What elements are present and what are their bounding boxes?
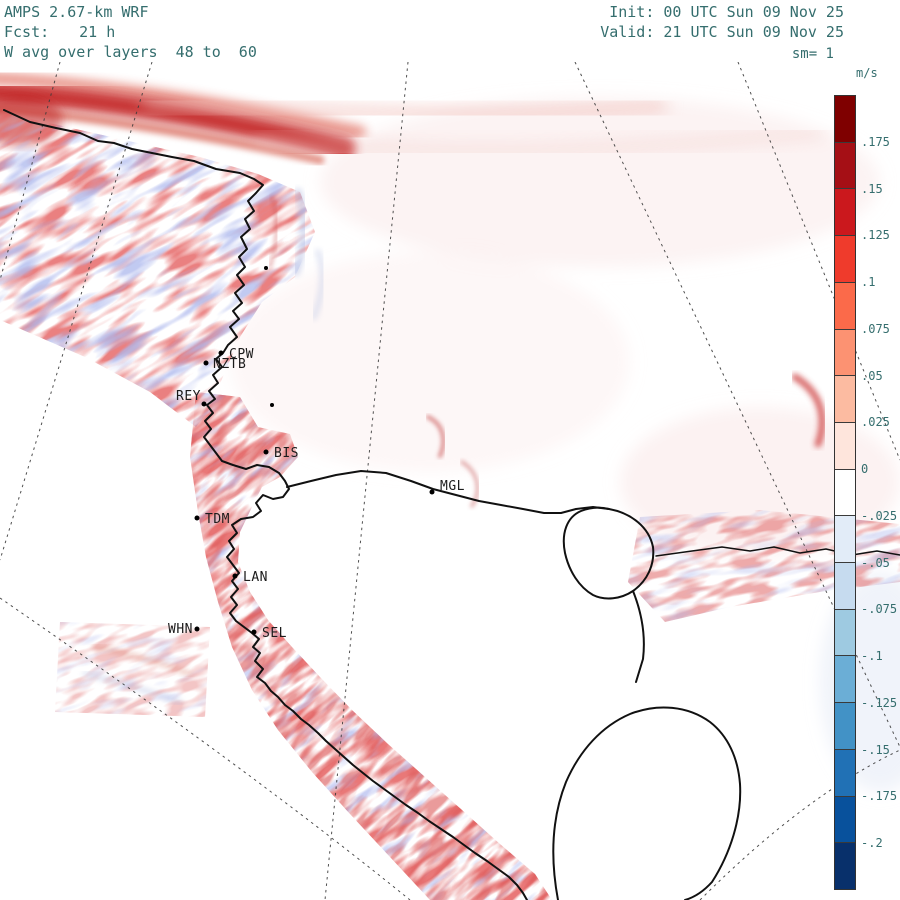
model-title: AMPS 2.67-km WRF <box>4 3 149 21</box>
colorbar-segment <box>835 328 855 376</box>
colorbar-segment <box>835 702 855 749</box>
init-time-line: Init: 00 UTC Sun 09 Nov 25 <box>609 3 844 21</box>
colorbar-segment <box>835 795 855 843</box>
ice-rise-contour <box>562 506 655 600</box>
wave-streaks <box>82 188 826 705</box>
forecast-hour-line: Fcst: 21 h <box>4 23 115 41</box>
victoria-land-coast <box>3 109 528 900</box>
colorbar-segment <box>835 842 855 889</box>
station-dot-bis <box>263 449 269 455</box>
station-label-nztb: NZTB <box>213 357 246 372</box>
station-dot-rey <box>201 401 207 407</box>
valid-value: 21 UTC Sun 09 Nov 25 <box>663 23 844 41</box>
valid-label: Valid: <box>600 23 655 41</box>
colorbar-tick: .125 <box>861 228 890 243</box>
colorbar-tick: .175 <box>861 134 890 149</box>
ice-shelf-front <box>286 470 610 514</box>
colorbar-unit-label: m/s <box>856 66 878 80</box>
colorbar-segment <box>835 375 855 422</box>
colorbar-segment <box>835 141 855 189</box>
colorbar-segment <box>835 421 855 469</box>
valid-time-line: Valid: 21 UTC Sun 09 Nov 25 <box>600 23 844 41</box>
station-dot-mgl <box>429 489 435 495</box>
colorbar-ticks: .175 .15 .125 .1 .075 .05 .025 0 -.025 -… <box>861 95 900 890</box>
station-label-bis: BIS <box>274 446 299 461</box>
colorbar-tick: -.2 <box>861 836 883 851</box>
station-dot-sel <box>251 629 257 635</box>
init-label: Init: <box>609 3 655 21</box>
colorbar-tick: .1 <box>861 275 876 290</box>
ice-feature-stem <box>632 590 645 683</box>
colorbar-tick: -.1 <box>861 649 883 664</box>
station-label-rey: REY <box>176 389 201 404</box>
smoothing-label: sm= 1 <box>791 46 834 62</box>
unlabeled-station-dot <box>270 403 274 407</box>
station-dot-cpw <box>218 350 224 356</box>
colorbar-tick: .05 <box>861 368 883 383</box>
station-label-whn: WHN <box>168 622 193 637</box>
colorbar-tick: -.025 <box>861 508 898 523</box>
colorbar-tick: .075 <box>861 321 890 336</box>
station-label-tdm: TDM <box>205 512 230 527</box>
colorbar-segment <box>835 96 855 142</box>
bottom-right-ice-feature <box>552 706 742 900</box>
colorbar-tick: -.05 <box>861 555 890 570</box>
colorbar-segment <box>835 281 855 329</box>
station-label-cpw: CPW <box>229 347 254 362</box>
stations: CPW NZTB REY BIS MGL TDM LAN WHN SEL <box>168 266 465 641</box>
meridian-line <box>737 62 900 461</box>
gravity-wave-band <box>0 72 826 165</box>
fcst-value: 21 h <box>79 23 116 41</box>
colorbar-segment <box>835 468 855 516</box>
colorbar-segment <box>835 655 855 703</box>
station-label-lan: LAN <box>243 570 268 585</box>
map-canvas: CPW NZTB REY BIS MGL TDM LAN WHN SEL <box>0 62 900 900</box>
station-dot-lan <box>232 573 238 579</box>
colorbar-segment <box>835 748 855 796</box>
colorbar <box>834 95 856 890</box>
colorbar-segment <box>835 562 855 609</box>
colorbar-tick: -.125 <box>861 695 898 710</box>
meridian-line <box>0 62 153 561</box>
station-dot-whn <box>194 626 200 632</box>
colorbar-segment <box>835 608 855 656</box>
station-label-sel: SEL <box>262 626 287 641</box>
colorbar-tick: .15 <box>861 181 883 196</box>
colorbar-segment <box>835 188 855 236</box>
colorbar-segment <box>835 235 855 282</box>
colorbar-tick: -.075 <box>861 602 898 617</box>
parallel-arc <box>0 597 411 900</box>
colorbar-segment <box>835 515 855 563</box>
field-description: W avg over layers 48 to 60 <box>4 43 297 64</box>
init-value: 00 UTC Sun 09 Nov 25 <box>663 3 844 21</box>
fcst-label: Fcst: <box>4 23 50 41</box>
station-label-mgl: MGL <box>440 479 465 494</box>
unlabeled-station-dot <box>264 266 268 270</box>
east-coast-line <box>655 546 900 557</box>
parallel-arc <box>699 749 900 900</box>
colorbar-tick: .025 <box>861 415 890 430</box>
colorbar-tick: -.175 <box>861 789 898 804</box>
colorbar-tick: -.15 <box>861 742 890 757</box>
colorbar-tick: 0 <box>861 462 869 477</box>
station-dot-nztb <box>203 360 209 366</box>
station-dot-tdm <box>194 515 200 521</box>
coastline <box>3 109 900 900</box>
